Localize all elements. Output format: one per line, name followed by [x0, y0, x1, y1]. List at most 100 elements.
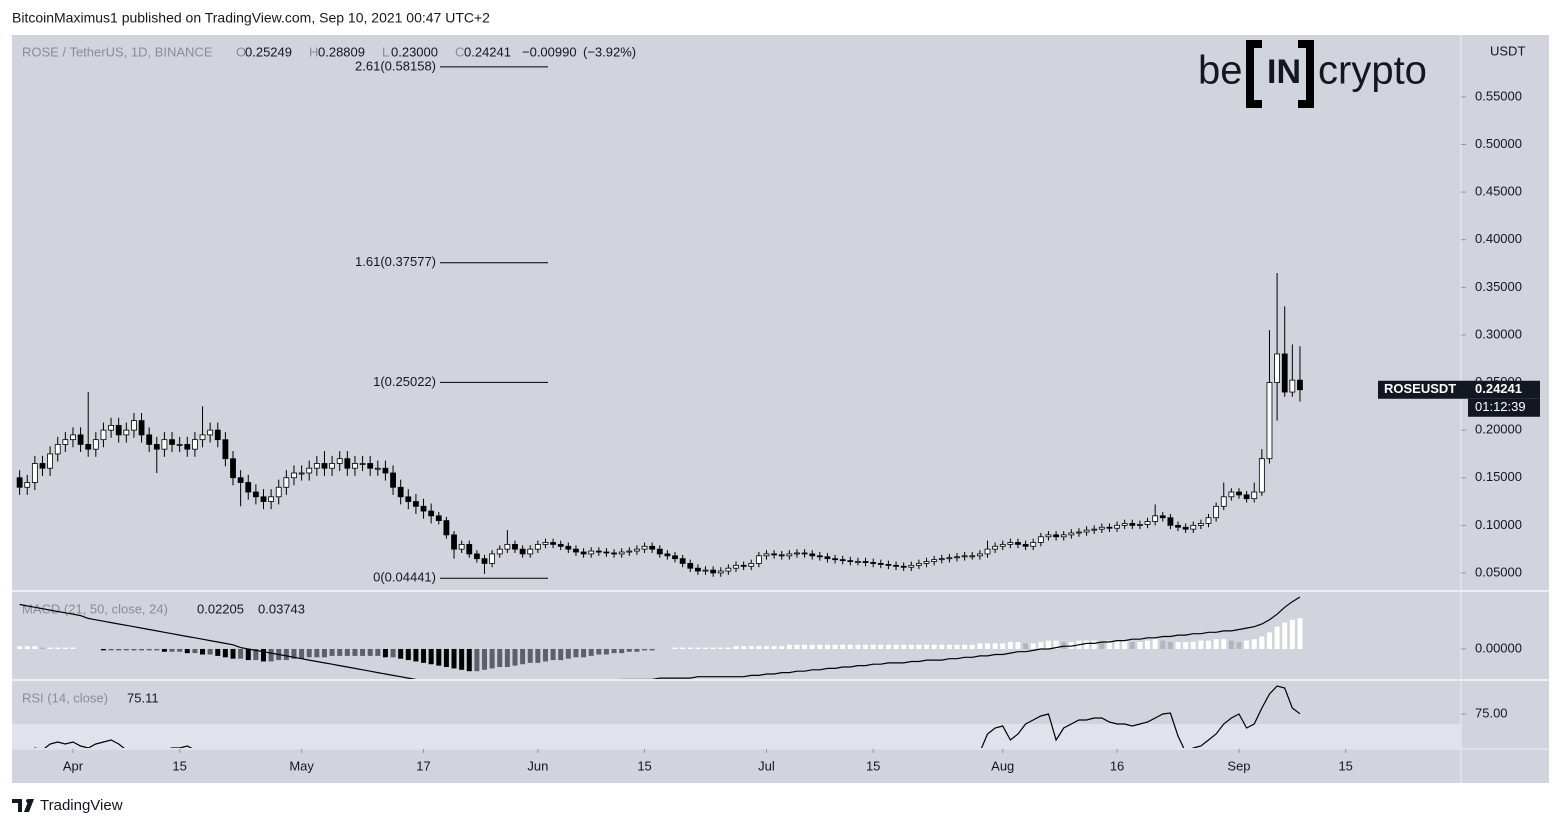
candle-body [611, 552, 617, 555]
macd-bar [306, 648, 312, 658]
macd-bar [992, 643, 998, 649]
candle-body [321, 463, 328, 469]
candle-body [1045, 534, 1052, 538]
candle-body [428, 510, 435, 517]
candle-body [31, 463, 38, 483]
macd-bar [466, 648, 472, 672]
candle-body [748, 563, 755, 567]
macd-bar [222, 648, 228, 658]
macd-bar [611, 648, 617, 654]
macd-bar [619, 648, 625, 654]
candle-body [16, 477, 23, 488]
macd-bar [817, 644, 823, 649]
candle-body [740, 564, 747, 567]
candle-body [230, 458, 236, 479]
candle-body [626, 550, 633, 553]
macd-bar [558, 648, 564, 661]
candle-body [359, 463, 366, 465]
macd-bar [1289, 619, 1295, 649]
candle-body [527, 548, 534, 555]
candle-body [1022, 543, 1029, 547]
logo-text: be [1198, 49, 1243, 93]
candle-body [146, 434, 153, 445]
macd-bar [962, 644, 968, 649]
macd-bar [200, 648, 206, 655]
candle-body [131, 420, 137, 431]
macd-bar [291, 648, 297, 659]
candle-body [931, 559, 938, 562]
macd-bar [1228, 640, 1234, 649]
macd-bar [984, 643, 990, 649]
macd-bar [1183, 642, 1189, 649]
macd-bar [230, 648, 236, 659]
macd-bar [840, 644, 846, 649]
macd-bar [901, 644, 907, 649]
macd-bar [215, 648, 221, 656]
macd-bar [809, 644, 815, 649]
candle-body [1060, 534, 1067, 538]
candle-body [47, 453, 54, 469]
candle-body [161, 439, 168, 450]
ohlc-value: 0.23000 [391, 44, 438, 59]
candle-body [603, 551, 610, 554]
macd-bar [672, 647, 678, 649]
candle-body [1213, 505, 1220, 519]
macd-bar [245, 648, 251, 661]
candle-body [443, 520, 450, 536]
candle-body [969, 555, 976, 558]
macd-bar [421, 648, 427, 663]
candle-body [397, 486, 404, 498]
macd-bar [1129, 642, 1135, 649]
macd-bar [436, 648, 442, 666]
macd-bar [710, 647, 716, 649]
candle-body [489, 553, 496, 564]
macd-bar [184, 648, 190, 654]
candle-body [77, 434, 84, 445]
candle-body [839, 559, 846, 562]
candle-body [481, 558, 488, 564]
candle-body [374, 467, 381, 470]
x-tick-label: 16 [1110, 758, 1124, 773]
macd-line [19, 596, 1301, 679]
ohlc-letter: O [236, 44, 246, 59]
macd-bar [1213, 639, 1219, 649]
macd-bar [497, 648, 503, 668]
candle-body [954, 556, 960, 559]
macd-bar [634, 648, 640, 652]
logo-bracket [1298, 40, 1314, 108]
candle-body [1243, 494, 1250, 500]
macd-bar [588, 648, 594, 656]
y-tick-label: 0.35000 [1475, 279, 1522, 294]
candle-body [672, 555, 678, 560]
candle-body [298, 472, 305, 475]
macd-bar [283, 648, 289, 661]
macd-bar [1068, 642, 1074, 649]
candle-body [214, 429, 221, 441]
macd-bar [24, 646, 30, 649]
macd-bar [238, 648, 244, 659]
macd-bar [786, 644, 792, 649]
fib-label: 1(0.25022) [373, 374, 436, 389]
macd-bar [329, 648, 335, 656]
macd-bar [1137, 642, 1143, 649]
macd-bar [603, 648, 609, 655]
candle-body [222, 439, 229, 460]
y-tick-label: 0.50000 [1475, 136, 1522, 151]
candle-body [809, 553, 816, 557]
y-tick-label: 0.05000 [1475, 564, 1522, 579]
candle-body [870, 562, 877, 564]
macd-bar [1114, 640, 1120, 649]
candle-body [618, 551, 625, 555]
macd-bar [161, 648, 167, 652]
candle-body [367, 463, 374, 469]
macd-bar [62, 647, 68, 649]
macd-bar [832, 644, 838, 649]
candle-body [824, 556, 831, 560]
macd-bar [771, 646, 777, 649]
macd-bar [1282, 622, 1288, 649]
macd-bar [1274, 626, 1280, 649]
macd-bar [1038, 642, 1044, 649]
candle-body [710, 569, 717, 574]
